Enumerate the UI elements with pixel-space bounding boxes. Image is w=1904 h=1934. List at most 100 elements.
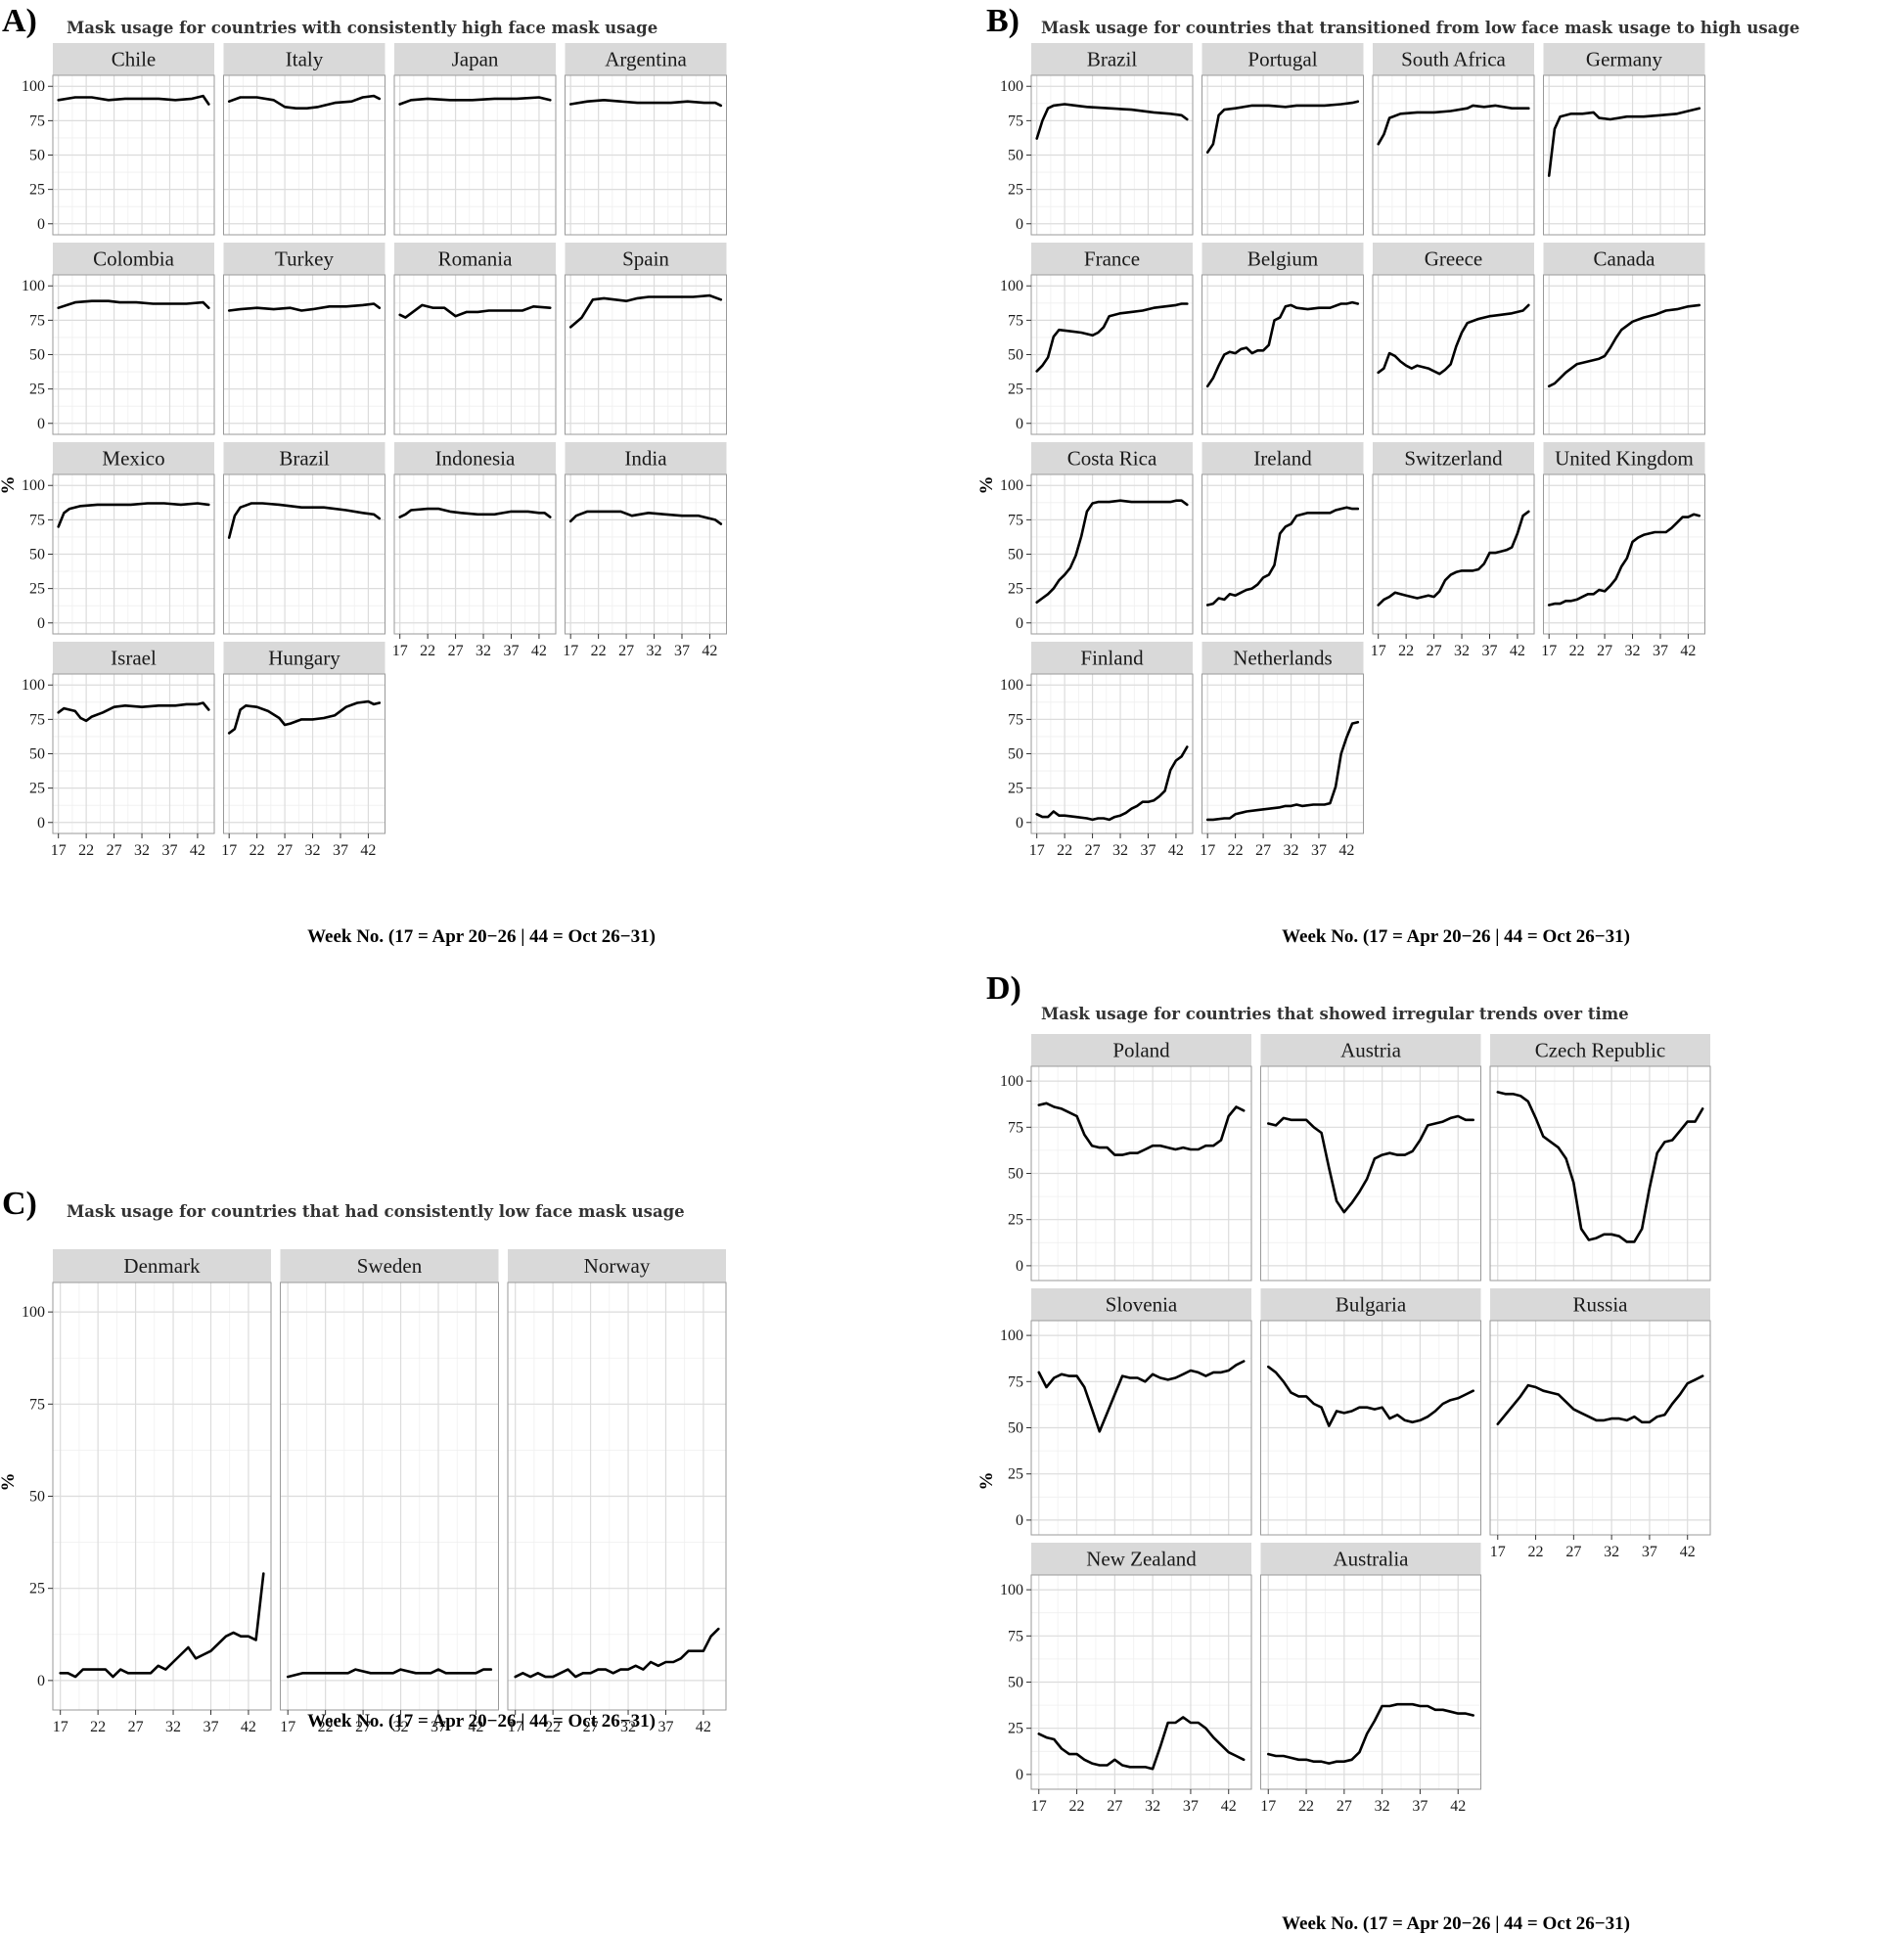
- x-tick-label: 22: [1528, 1544, 1544, 1560]
- y-tick-label: 75: [29, 112, 45, 129]
- y-tick-label: 25: [29, 382, 45, 398]
- x-tick-label: 27: [355, 1719, 371, 1732]
- facet-frame: [565, 274, 727, 435]
- facet-title: Czech Republic: [1535, 1039, 1666, 1062]
- panel-b-chart: B) Mask usage for countries that transiti…: [976, 3, 1799, 947]
- facet-strip: [1260, 1034, 1481, 1066]
- y-tick-label: 75: [1008, 312, 1023, 329]
- x-tick-label: 17: [221, 842, 237, 859]
- x-tick-label: 32: [305, 842, 321, 859]
- y-tick-label: 100: [22, 78, 45, 95]
- facet-ireland: Ireland: [1201, 442, 1364, 635]
- y-tick-label: 50: [1008, 547, 1023, 563]
- series-line-brazil: [1035, 103, 1189, 140]
- facet-argentina: Argentina: [565, 43, 727, 236]
- facet-strip: [508, 1249, 726, 1282]
- x-tick-label: 22: [545, 1719, 561, 1732]
- x-tick-label: 32: [1375, 1798, 1390, 1815]
- facet-frame: [1372, 274, 1535, 435]
- facet-title: Mexico: [102, 447, 164, 471]
- x-tick-label: 37: [1642, 1544, 1657, 1560]
- y-tick-label: 0: [37, 815, 45, 832]
- facet-israel: Israel 0 25 50 75 100 17 22 27 32 37 42: [22, 642, 215, 859]
- series-line-costa-rica: [1035, 499, 1189, 605]
- facet-denmark: Denmark 0 25 50 75 100 17 22 27 32 37 42: [22, 1249, 272, 1732]
- x-tick-label: 32: [1112, 842, 1128, 859]
- series-line-brazil: [227, 502, 382, 539]
- y-tick-label: 75: [1008, 1119, 1023, 1136]
- facet-frame: [565, 473, 727, 635]
- facet-costa-rica: Costa Rica 0 25 50 75 100: [1000, 442, 1194, 635]
- facet-title: Norway: [584, 1254, 651, 1278]
- facet-title: Japan: [452, 48, 499, 71]
- facet-strip: [1373, 243, 1534, 275]
- facet-greece: Greece: [1372, 243, 1535, 435]
- facet-frame: [1201, 473, 1364, 635]
- series-line-canada: [1547, 303, 1701, 388]
- facet-title: Switzerland: [1404, 447, 1503, 471]
- facet-title: Ireland: [1253, 447, 1312, 471]
- y-tick-label: 25: [29, 1581, 45, 1597]
- x-axis-title-a: Week No. (17 = Apr 20−26 | 44 = Oct 26−3…: [307, 926, 656, 947]
- series-line-new-zealand: [1037, 1716, 1246, 1771]
- series-line-italy: [227, 94, 382, 110]
- y-axis-title-b: %: [976, 476, 997, 495]
- x-tick-label: 37: [161, 842, 177, 859]
- facet-frame: [1201, 274, 1364, 435]
- facet-title: Hungary: [268, 647, 340, 670]
- facet-frame: [223, 473, 385, 635]
- y-tick-label: 25: [1008, 581, 1023, 598]
- y-tick-label: 50: [29, 347, 45, 364]
- facet-strip: [1031, 1034, 1251, 1066]
- y-tick-label: 25: [1008, 781, 1023, 797]
- panel-label-a: A): [2, 3, 37, 39]
- facet-strip: [394, 43, 556, 75]
- panel-title-b: Mask usage for countries that transition…: [1041, 19, 1799, 37]
- facet-hungary: Hungary 17 22 27 32 37 42: [221, 642, 385, 859]
- y-tick-label: 100: [1000, 78, 1023, 95]
- facet-chile: Chile 0 25 50 75 100: [22, 43, 215, 236]
- x-tick-label: 37: [1412, 1798, 1428, 1815]
- facet-strip: [1031, 642, 1193, 674]
- facet-new-zealand: New Zealand 0 25 50 75 100 17 22 27 32 37 42: [1000, 1543, 1252, 1815]
- x-tick-label: 17: [1200, 842, 1215, 859]
- series-line-czech-republic: [1496, 1091, 1704, 1243]
- facet-frame: [223, 673, 385, 834]
- x-tick-label: 42: [702, 643, 717, 659]
- facet-strip: [1201, 243, 1364, 275]
- facet-strip: [223, 43, 385, 75]
- facet-sweden: Sweden 17 22 27 32 37 42: [280, 1249, 499, 1732]
- facet-czech-republic: Czech Republic: [1489, 1034, 1711, 1282]
- x-tick-label: 17: [1541, 643, 1557, 659]
- facet-title: Costa Rica: [1067, 447, 1157, 471]
- x-tick-label: 37: [1653, 643, 1668, 659]
- facet-frame: [393, 473, 557, 635]
- facet-title: Indonesia: [435, 447, 516, 471]
- x-tick-label: 27: [583, 1719, 599, 1732]
- panel-c: C) Mask usage for countries that had cons…: [0, 1184, 954, 1732]
- series-line-portugal: [1205, 100, 1360, 154]
- facet-title: India: [624, 447, 667, 471]
- facet-title: New Zealand: [1086, 1548, 1197, 1571]
- x-tick-label: 17: [1490, 1544, 1506, 1560]
- facet-strip: [1260, 1288, 1481, 1321]
- facet-mexico: Mexico 0 25 50 75 100: [22, 442, 215, 635]
- y-tick-label: 25: [1008, 382, 1023, 398]
- facet-strip: [53, 243, 214, 275]
- y-tick-label: 100: [22, 1304, 45, 1321]
- facet-strip: [394, 442, 556, 474]
- y-tick-label: 0: [1016, 216, 1023, 233]
- y-tick-label: 100: [1000, 278, 1023, 294]
- facet-title: Denmark: [123, 1254, 201, 1278]
- y-tick-label: 0: [1016, 1258, 1023, 1275]
- facet-poland: Poland 0 25 50 75 100: [1000, 1034, 1252, 1282]
- facet-frame: [1489, 1320, 1711, 1536]
- x-tick-label: 27: [128, 1719, 144, 1732]
- x-tick-label: 17: [1031, 1798, 1047, 1815]
- y-tick-label: 0: [1016, 815, 1023, 832]
- x-tick-label: 42: [241, 1719, 256, 1732]
- x-tick-label: 32: [1625, 643, 1641, 659]
- y-tick-label: 50: [29, 547, 45, 563]
- series-line-turkey: [227, 302, 382, 312]
- facet-brazil: Brazil 0 25 50 75 100: [1000, 43, 1194, 236]
